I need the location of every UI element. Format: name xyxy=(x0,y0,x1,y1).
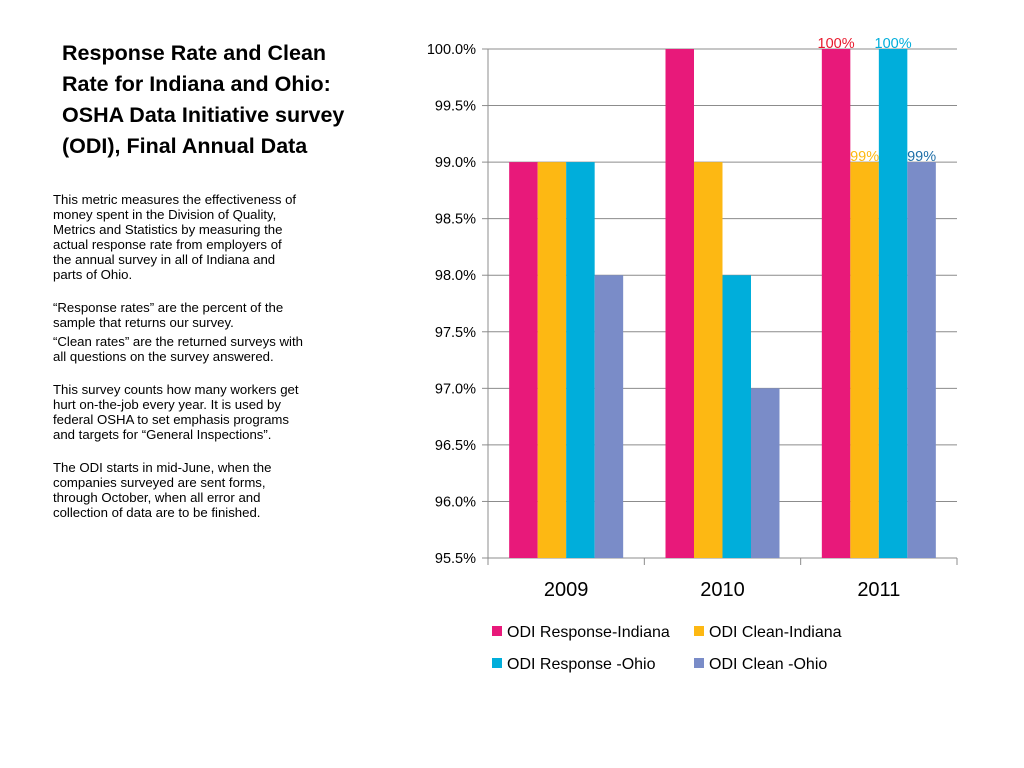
y-tick-label: 98.0% xyxy=(435,268,476,284)
y-tick-label: 96.5% xyxy=(435,438,476,454)
slide-title: Response Rate and Clean Rate for Indiana… xyxy=(62,41,345,158)
y-tick-label: 96.0% xyxy=(435,494,476,510)
legend-swatch xyxy=(492,658,502,668)
bar xyxy=(509,162,538,558)
bar xyxy=(594,275,624,558)
x-tick-label: 2009 xyxy=(544,579,589,601)
y-tick-label: 97.0% xyxy=(435,381,476,397)
y-tick-label: 95.5% xyxy=(435,551,476,567)
y-tick-label: 100.0% xyxy=(427,42,476,58)
legend-label: ODI Response -Ohio xyxy=(507,656,656,673)
legend-swatch xyxy=(492,626,502,636)
bar xyxy=(907,162,936,558)
paragraph-timeline: The ODI starts in mid-June, when the com… xyxy=(53,460,272,520)
bar xyxy=(850,162,879,558)
bar xyxy=(537,162,567,558)
y-tick-label: 97.5% xyxy=(435,325,476,341)
bar xyxy=(878,49,908,558)
legend-label: ODI Clean -Ohio xyxy=(709,656,827,673)
paragraph-clean-rates: “Clean rates” are the returned surveys w… xyxy=(53,334,303,364)
legend-swatch xyxy=(694,626,704,636)
x-tick-label: 2011 xyxy=(857,579,900,601)
x-tick-label: 2010 xyxy=(700,579,745,601)
bar xyxy=(665,49,694,558)
legend-label: ODI Response-Indiana xyxy=(507,624,670,641)
y-tick-label: 98.5% xyxy=(435,212,476,228)
y-tick-label: 99.0% xyxy=(435,155,476,171)
data-label: 99% xyxy=(850,149,879,165)
legend-swatch xyxy=(694,658,704,668)
paragraph-survey-purpose: This survey counts how many workers get … xyxy=(53,382,299,442)
description-text: This metric measures the effectiveness o… xyxy=(53,192,303,520)
bar xyxy=(694,162,723,558)
legend-label: ODI Clean-Indiana xyxy=(709,624,842,641)
bar xyxy=(566,162,595,558)
bar xyxy=(722,275,751,558)
bar xyxy=(751,388,780,558)
paragraph-response-rates: “Response rates” are the percent of the … xyxy=(53,300,284,330)
data-label: 100% xyxy=(875,36,912,52)
y-tick-label: 99.5% xyxy=(435,99,476,115)
bar xyxy=(821,49,851,558)
data-label: 100% xyxy=(818,36,855,52)
data-label: 99% xyxy=(907,149,936,165)
paragraph-metric: This metric measures the effectiveness o… xyxy=(53,192,297,282)
